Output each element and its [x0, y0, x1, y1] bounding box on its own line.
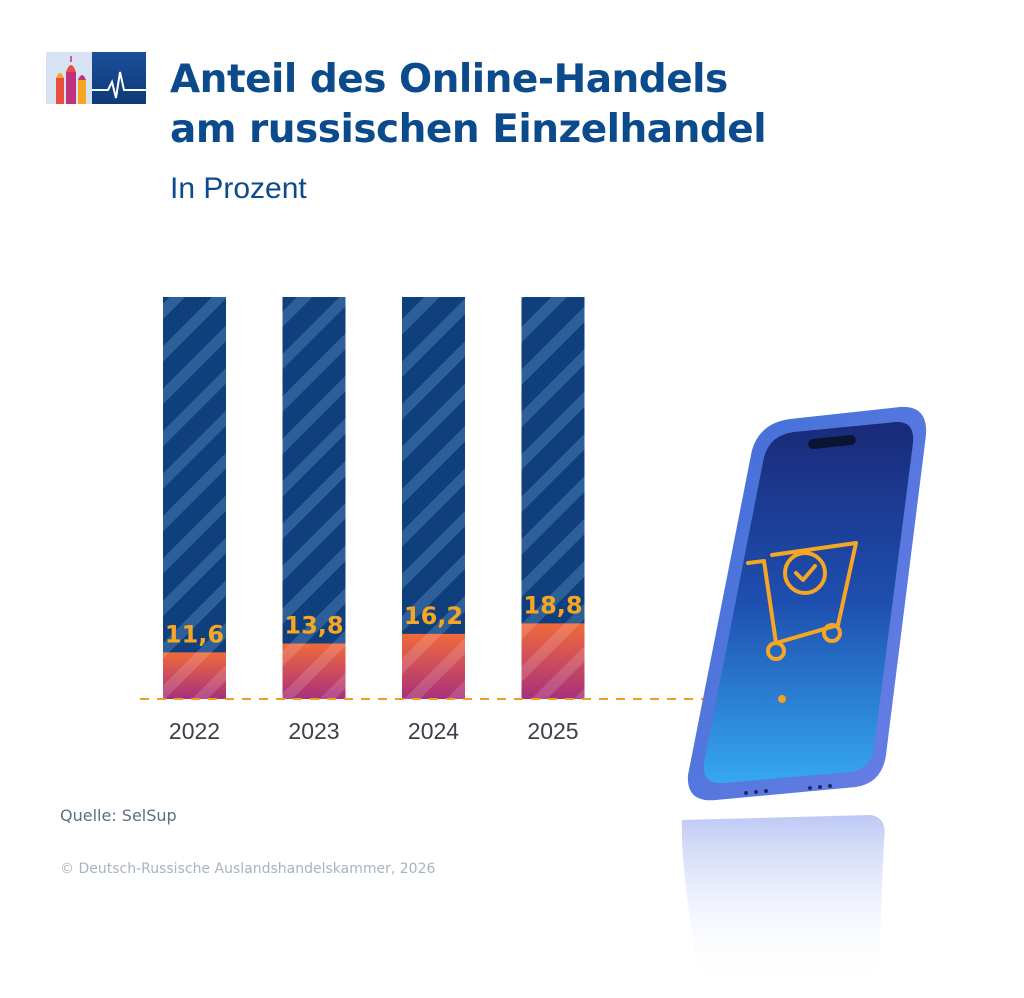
copyright-note: © Deutsch-Russische Auslandshandelskamme… — [60, 861, 436, 877]
title-line-1: Anteil des Online-Handels — [170, 57, 728, 102]
x-tick-label-2025: 2025 — [527, 718, 578, 744]
bar-texture-2025 — [521, 623, 585, 699]
bar-background-2022 — [163, 297, 226, 699]
page-title: Anteil des Online-Handels am russischen … — [170, 55, 930, 155]
shopping-cart-icon — [746, 541, 858, 661]
bar-texture-2023 — [282, 643, 346, 699]
x-tick-label-2022: 2022 — [169, 718, 220, 744]
x-tick-label-2023: 2023 — [288, 718, 339, 744]
source-note: Quelle: SelSup — [60, 806, 177, 825]
logo-icon — [46, 52, 146, 104]
smartphone-icon — [681, 406, 927, 985]
page-subtitle: In Prozent — [170, 172, 307, 205]
value-label-2023: 13,8 — [284, 612, 343, 640]
bar-background-2023 — [282, 297, 346, 699]
title-line-2: am russischen Einzelhandel — [170, 107, 767, 152]
value-label-2025: 18,8 — [523, 591, 582, 619]
value-label-2022: 11,6 — [165, 620, 224, 648]
bar-texture-2022 — [163, 652, 226, 699]
bar-background-2024 — [402, 297, 465, 699]
bar-texture-2024 — [402, 633, 465, 699]
x-tick-label-2024: 2024 — [408, 718, 459, 744]
value-label-2024: 16,2 — [404, 602, 463, 630]
